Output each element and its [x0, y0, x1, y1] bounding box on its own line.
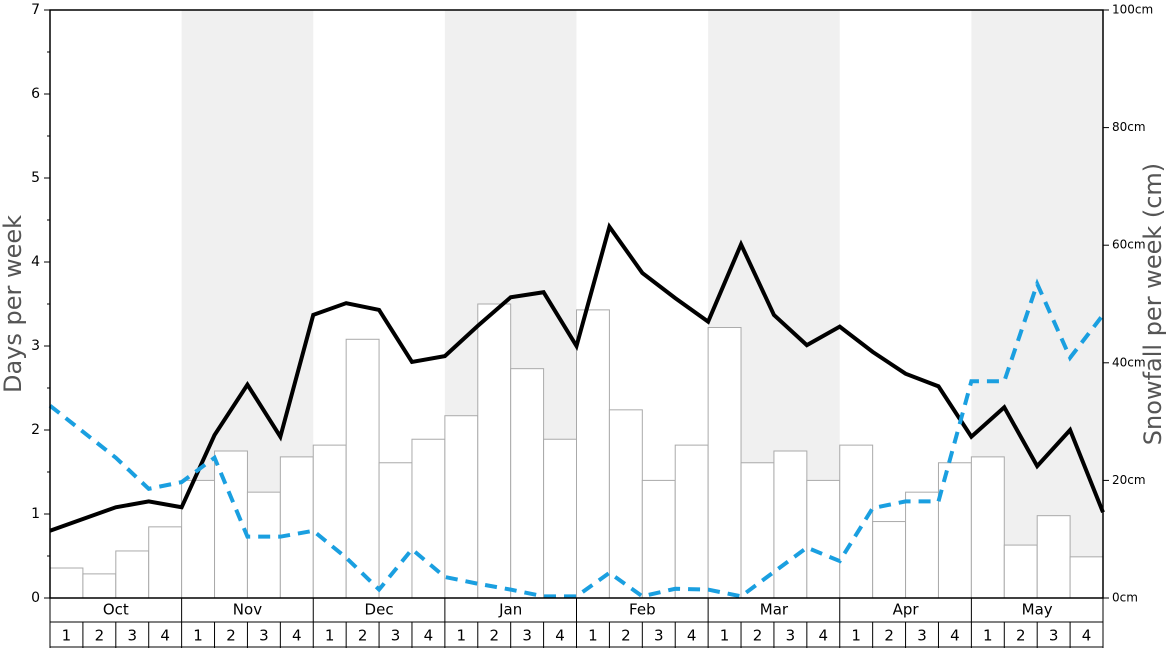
bar [1003, 544, 1038, 599]
bar [1069, 556, 1104, 599]
bar [148, 526, 183, 599]
x-tick-label: 2 [753, 627, 763, 645]
y2-tick-label small: 0cm [1112, 591, 1138, 605]
x-tick-label: 2 [621, 627, 631, 645]
line [49, 222, 1105, 533]
bar [905, 491, 939, 599]
bar [246, 491, 281, 599]
x-tick-label: 1 [325, 627, 335, 645]
line [48, 278, 1105, 599]
bar [378, 462, 413, 599]
bar [641, 479, 676, 599]
bar [970, 456, 1005, 599]
y2-tick-label small: 80cm [1112, 120, 1146, 134]
x-tick-label: 3 [522, 627, 532, 645]
x-tick-label: 1 [62, 627, 72, 645]
y2-tick-label small: 60cm [1112, 238, 1146, 252]
x-tick-label: 1 [588, 627, 598, 645]
x-tick-label: 1 [193, 627, 203, 645]
y-tick-label: 5 [31, 170, 40, 186]
bar [115, 550, 150, 599]
bar [444, 415, 479, 599]
y2-tick-label small: 40cm [1112, 355, 1146, 369]
x-tick-label: 2 [1016, 627, 1026, 645]
month-label: May [1022, 601, 1053, 619]
x-tick-label: 1 [851, 627, 861, 645]
bar [543, 438, 577, 599]
bar [82, 573, 117, 599]
y-tick-label: 0 [31, 590, 40, 606]
x-tick-label: 1 [720, 627, 730, 645]
bar [510, 368, 545, 599]
y-tick-label: 3 [31, 338, 40, 354]
bar [214, 450, 248, 599]
bar [707, 327, 742, 599]
bar [576, 309, 610, 599]
y2-tick-label small: 20cm [1112, 473, 1146, 487]
month-label: Nov [233, 601, 262, 619]
x-tick-label: 4 [424, 627, 434, 645]
bar [872, 521, 907, 599]
y-tick-label: 7 [31, 2, 40, 18]
bar [345, 338, 380, 599]
x-tick-label: 3 [391, 627, 401, 645]
y-tick-label: 2 [31, 422, 40, 438]
x-tick-label: 3 [259, 627, 269, 645]
month-label: Feb [629, 601, 656, 619]
month-label: Oct [103, 601, 129, 619]
x-tick-label: 4 [950, 627, 960, 645]
bar [806, 479, 841, 599]
x-tick-label: 4 [1082, 627, 1092, 645]
y-tick-label: 1 [31, 506, 40, 522]
x-tick-label: 3 [1049, 627, 1059, 645]
y2-axis-label: Snowfall per week (cm) [1139, 163, 1167, 445]
bar [1036, 515, 1071, 599]
bar [674, 444, 709, 599]
bar [411, 438, 446, 599]
x-tick-label: 3 [917, 627, 927, 645]
x-tick-label: 2 [95, 627, 105, 645]
x-tick-label: 1 [457, 627, 467, 645]
bar [49, 567, 84, 599]
x-tick-label: 3 [786, 627, 796, 645]
month-label: Jan [498, 601, 522, 619]
x-tick-label: 2 [489, 627, 499, 645]
x-tick-label: 1 [983, 627, 993, 645]
month-label: Apr [893, 601, 920, 619]
x-tick-label: 2 [358, 627, 368, 645]
x-tick-label: 2 [884, 627, 894, 645]
month-label: Mar [760, 601, 789, 619]
bar [312, 444, 347, 599]
y2-tick-label small: 100cm [1112, 3, 1153, 17]
x-tick-label: 2 [226, 627, 236, 645]
x-tick-label: 4 [160, 627, 170, 645]
y-tick-label: 6 [31, 86, 40, 102]
y-axis-label: Days per week [0, 215, 27, 393]
x-tick-label: 4 [292, 627, 302, 645]
bar [937, 462, 972, 599]
x-tick-label: 3 [127, 627, 137, 645]
bar [477, 303, 512, 599]
bar [839, 444, 874, 599]
y-tick-label: 4 [31, 254, 40, 270]
bar [279, 456, 314, 599]
x-tick-label: 4 [687, 627, 697, 645]
x-tick-label: 4 [819, 627, 829, 645]
x-tick-label: 4 [555, 627, 565, 645]
x-tick-label: 3 [654, 627, 664, 645]
bar [608, 409, 643, 599]
month-label: Dec [365, 601, 394, 619]
bar [773, 450, 808, 599]
